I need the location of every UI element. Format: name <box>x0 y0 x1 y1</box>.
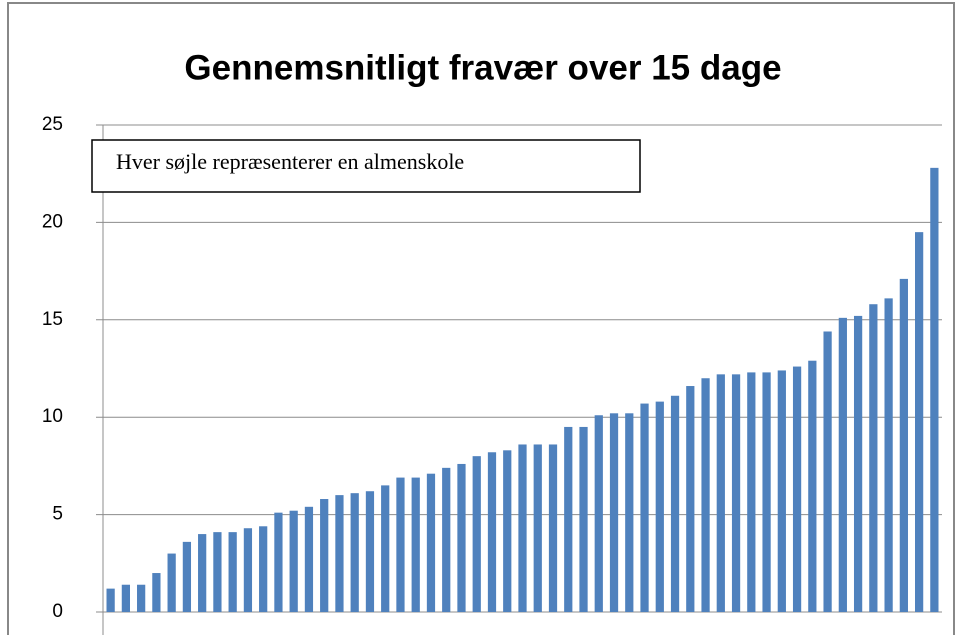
annotation: Hver søjle repræsenterer en almenskole <box>116 149 464 174</box>
bar <box>457 463 466 612</box>
bar <box>609 413 619 612</box>
bar <box>884 298 893 612</box>
bar <box>472 456 481 612</box>
bar <box>670 395 680 612</box>
bar <box>137 584 146 612</box>
bar <box>167 553 176 612</box>
bar <box>777 370 786 612</box>
bar <box>106 588 115 612</box>
bar <box>579 426 588 612</box>
bar <box>243 528 253 612</box>
bar <box>121 584 131 612</box>
y-tick-label: 15 <box>42 309 63 330</box>
bar <box>594 415 603 612</box>
bar <box>686 386 695 612</box>
bar <box>259 526 268 612</box>
bar <box>533 444 542 612</box>
bar <box>838 317 847 612</box>
y-tick-label: 10 <box>42 406 63 427</box>
bar <box>350 493 359 612</box>
y-tick-label: 20 <box>42 211 63 232</box>
bar <box>381 485 390 612</box>
bar <box>731 374 741 612</box>
bar <box>808 360 817 612</box>
bar <box>701 378 710 612</box>
bar <box>426 473 436 612</box>
bar <box>930 167 939 612</box>
bar <box>503 450 512 612</box>
bar <box>747 372 756 612</box>
bar <box>442 467 451 612</box>
bar <box>564 426 573 612</box>
bar <box>213 532 222 612</box>
bar <box>320 499 329 612</box>
bar <box>899 278 908 612</box>
bar <box>869 304 878 612</box>
bar <box>289 510 298 612</box>
bar <box>716 374 725 612</box>
bar <box>396 477 405 612</box>
bar <box>823 331 832 612</box>
bar <box>640 403 649 612</box>
bar <box>655 401 664 612</box>
bar <box>228 532 237 612</box>
bar <box>365 491 375 612</box>
annotation-box <box>91 139 641 193</box>
bar <box>198 534 207 612</box>
bar <box>914 232 924 612</box>
bar <box>548 444 558 612</box>
bar <box>792 366 802 612</box>
bar <box>518 444 527 612</box>
bar <box>487 452 497 612</box>
bar <box>304 506 314 612</box>
bar <box>152 573 161 612</box>
bar <box>274 512 283 612</box>
chart-title: Gennemsnitligt fravær over 15 dage <box>184 48 781 87</box>
bar <box>182 541 192 612</box>
y-tick-label: 25 <box>42 114 63 135</box>
y-tick-label: 0 <box>52 601 63 622</box>
bar <box>762 372 771 612</box>
bar <box>335 495 344 612</box>
bar <box>411 477 420 612</box>
y-tick-label: 5 <box>52 504 63 525</box>
bar <box>625 413 634 612</box>
bar <box>853 315 863 612</box>
